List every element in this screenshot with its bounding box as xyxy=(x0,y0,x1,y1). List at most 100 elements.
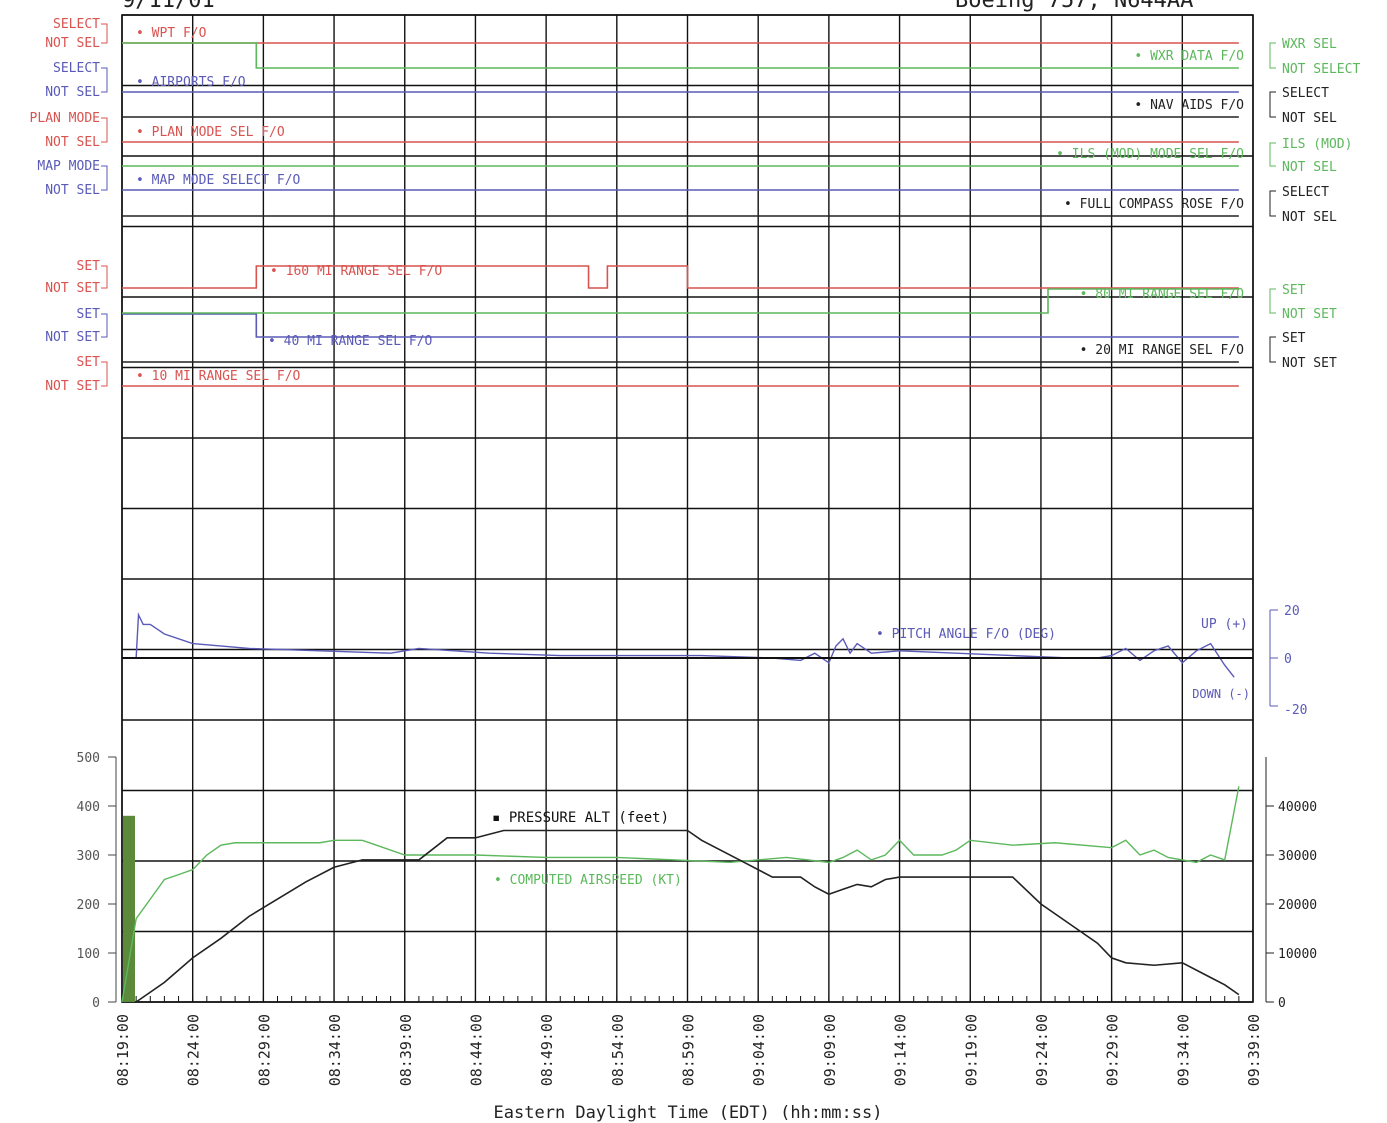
airspeed-tick-label: 0 xyxy=(92,996,100,1011)
aircraft-label: Boeing 757, N644AA xyxy=(955,0,1194,13)
x-tick-label: 09:29:00 xyxy=(1104,1014,1122,1086)
x-tick-label: 09:09:00 xyxy=(821,1014,839,1086)
discrete-bracket xyxy=(101,67,108,93)
discrete-bracket xyxy=(101,313,108,338)
x-tick-label: 08:59:00 xyxy=(680,1014,698,1086)
airspeed-tick-label: 200 xyxy=(77,898,100,913)
altitude-tick-label: 30000 xyxy=(1278,849,1317,864)
altitude-series xyxy=(135,829,1240,1003)
discrete-name: • MAP MODE SELECT F/O xyxy=(136,173,301,188)
pitch-down-label: DOWN (-) xyxy=(1192,687,1250,701)
discrete-bracket xyxy=(1269,91,1276,118)
x-tick-label: 09:24:00 xyxy=(1033,1014,1051,1086)
discrete-lo-label: NOT SEL xyxy=(1282,111,1337,126)
altitude-tick-label: 0 xyxy=(1278,996,1286,1011)
discrete-bracket xyxy=(1269,142,1276,167)
discrete-trace xyxy=(122,313,1239,338)
discrete-lo-label: NOT SEL xyxy=(45,85,100,100)
discrete-lo-label: NOT SET xyxy=(1282,307,1337,322)
discrete-lo-label: NOT SEL xyxy=(45,183,100,198)
x-tick-label: 08:39:00 xyxy=(397,1014,415,1086)
discrete-lo-label: NOT SET xyxy=(1282,356,1337,371)
discrete-name: • FULL COMPASS ROSE F/O xyxy=(1064,197,1244,212)
x-tick-label: 08:54:00 xyxy=(609,1014,627,1086)
discrete-bracket xyxy=(101,165,108,191)
discrete-lo-label: NOT SEL xyxy=(1282,210,1337,225)
discrete-bracket xyxy=(101,117,108,143)
x-tick-label: 09:39:00 xyxy=(1245,1014,1263,1086)
altitude-tick-label: 10000 xyxy=(1278,947,1317,962)
discrete-hi-label: MAP MODE xyxy=(37,159,100,174)
discrete-lo-label: NOT SEL xyxy=(45,36,100,51)
discrete-bracket xyxy=(101,265,108,289)
discrete-name: • PLAN MODE SEL F/O xyxy=(136,125,285,140)
plot-frame xyxy=(121,14,1254,1003)
discrete-lo-label: NOT SET xyxy=(45,379,100,394)
discrete-lo-label: NOT SET xyxy=(45,330,100,345)
discrete-lo-label: NOT SELECT xyxy=(1282,62,1360,77)
discrete-bracket xyxy=(101,23,108,44)
discrete-lo-label: NOT SEL xyxy=(1282,160,1337,175)
discrete-hi-label: PLAN MODE xyxy=(30,111,100,126)
discrete-hi-label: SELECT xyxy=(1282,185,1329,200)
discrete-hi-label: SELECT xyxy=(1282,86,1329,101)
altitude-tick-label: 40000 xyxy=(1278,800,1317,815)
discrete-name: • 20 MI RANGE SEL F/O xyxy=(1080,343,1245,358)
x-tick-label: 08:24:00 xyxy=(185,1014,203,1086)
pitch-label: • PITCH ANGLE F/O (DEG) xyxy=(876,627,1056,642)
discrete-lo-label: NOT SET xyxy=(45,281,100,296)
airspeed-tick-label: 500 xyxy=(77,751,100,766)
discrete-name: • 10 MI RANGE SEL F/O xyxy=(136,369,301,384)
discrete-name: • AIRPORTS F/O xyxy=(136,75,246,90)
discrete-lo-label: NOT SEL xyxy=(45,135,100,150)
discrete-name: • ILS (MOD) MODE SEL F/O xyxy=(1056,147,1244,162)
discrete-trace xyxy=(122,265,1239,289)
airspeed-tick-label: 400 xyxy=(77,800,100,815)
discrete-trace xyxy=(122,288,1239,314)
altitude-label: ▪ PRESSURE ALT (feet) xyxy=(492,810,669,826)
discrete-hi-label: SET xyxy=(77,355,101,370)
x-tick-label: 08:29:00 xyxy=(255,1014,273,1086)
airspeed-tick-label: 300 xyxy=(77,849,100,864)
discrete-hi-label: SET xyxy=(77,307,101,322)
discrete-hi-label: SET xyxy=(77,259,101,274)
discrete-hi-label: SELECT xyxy=(53,17,100,32)
discrete-name: • WXR DATA F/O xyxy=(1134,49,1244,64)
discrete-name: • 40 MI RANGE SEL F/O xyxy=(268,334,433,349)
x-tick-label: 08:49:00 xyxy=(538,1014,556,1086)
x-tick-label: 08:34:00 xyxy=(326,1014,344,1086)
x-tick-label: 09:34:00 xyxy=(1174,1014,1192,1086)
altitude-tick-label: 20000 xyxy=(1278,898,1317,913)
pitch-tick-label: 0 xyxy=(1284,652,1292,667)
discrete-trace xyxy=(122,42,1239,69)
x-axis-label: Eastern Daylight Time (EDT) (hh:mm:ss) xyxy=(494,1103,883,1123)
discrete-hi-label: SET xyxy=(1282,283,1306,298)
discrete-bracket xyxy=(1269,42,1276,69)
discrete-hi-label: WXR SEL xyxy=(1282,37,1337,52)
pitch-tick-label: 20 xyxy=(1284,604,1300,619)
x-tick-label: 09:04:00 xyxy=(750,1014,768,1086)
x-tick-label: 08:19:00 xyxy=(114,1014,132,1086)
airspeed-gap-bar xyxy=(123,815,135,1002)
discrete-hi-label: SET xyxy=(1282,331,1306,346)
airspeed-tick-label: 100 xyxy=(77,947,100,962)
discrete-bracket xyxy=(101,361,108,387)
x-tick-label: 09:14:00 xyxy=(892,1014,910,1086)
discrete-name: • WPT F/O xyxy=(136,26,207,41)
x-tick-label: 08:44:00 xyxy=(467,1014,485,1086)
discrete-bracket xyxy=(1269,288,1276,314)
x-tick-label: 09:19:00 xyxy=(962,1014,980,1086)
discrete-bracket xyxy=(1269,190,1276,217)
discrete-name: • 80 MI RANGE SEL F/O xyxy=(1080,287,1245,302)
pitch-series xyxy=(135,612,1235,678)
pitch-up-label: UP (+) xyxy=(1201,617,1248,632)
date-label: 9/11/01 xyxy=(122,0,215,13)
discrete-hi-label: ILS (MOD) xyxy=(1282,137,1352,152)
pitch-tick-label: -20 xyxy=(1284,703,1307,718)
airspeed-label: • COMPUTED AIRSPEED (KT) xyxy=(494,873,682,888)
discrete-name: • 160 MI RANGE SEL F/O xyxy=(270,264,442,279)
airspeed-series xyxy=(121,786,1240,1003)
discrete-hi-label: SELECT xyxy=(53,61,100,76)
discrete-name: • NAV AIDS F/O xyxy=(1134,98,1244,113)
